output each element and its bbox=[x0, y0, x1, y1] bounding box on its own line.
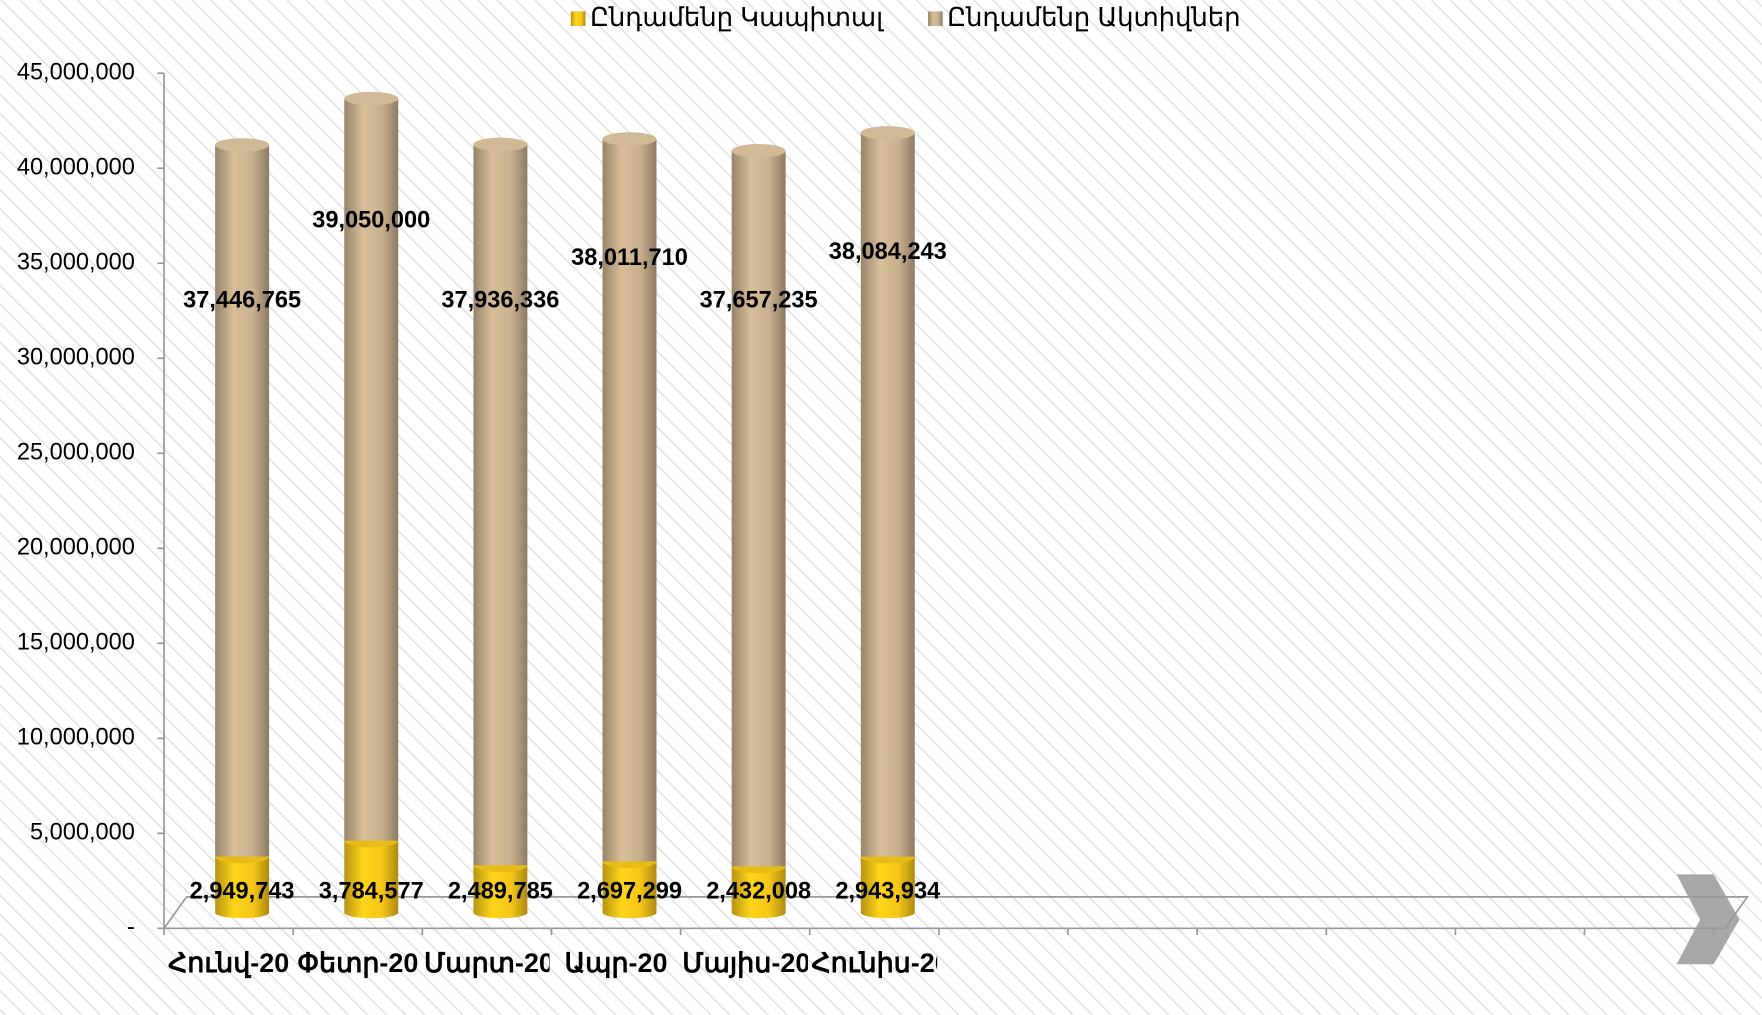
legend-swatch bbox=[928, 11, 943, 26]
bar bbox=[860, 132, 915, 857]
y-tick-label: 10,000,000 bbox=[17, 724, 135, 750]
bar-segment bbox=[215, 849, 270, 919]
y-tick-label: 45,000,000 bbox=[17, 58, 135, 84]
data-label: 2,697,299 bbox=[577, 878, 682, 904]
bar-segment bbox=[344, 833, 399, 919]
y-tick-label: 35,000,000 bbox=[17, 248, 135, 274]
bar bbox=[473, 865, 528, 913]
bar bbox=[731, 866, 786, 913]
bar-cap bbox=[860, 126, 915, 140]
bar-segment bbox=[860, 126, 915, 857]
bar bbox=[344, 840, 399, 913]
bar-cap bbox=[731, 144, 786, 158]
bar-bottom bbox=[860, 906, 915, 919]
x-tick-label: Փետր-20 bbox=[297, 948, 419, 979]
bar bbox=[602, 138, 657, 862]
bar bbox=[860, 856, 915, 913]
bar-cap bbox=[344, 91, 399, 106]
legend: Ընդամենը Կապիտալ Ընդամենը Ակտիվներ bbox=[570, 4, 1241, 32]
bar-segment bbox=[602, 132, 657, 862]
data-label: 2,489,785 bbox=[448, 878, 553, 904]
x-tick-label: Հունիս-20 bbox=[811, 948, 938, 979]
x-tick-label-box: Մարտ-20 bbox=[423, 948, 550, 979]
data-label: 37,936,336 bbox=[441, 287, 559, 313]
data-label: 2,432,008 bbox=[706, 878, 811, 904]
bar bbox=[215, 144, 270, 857]
x-tick-label-box: Փետր-20 bbox=[297, 948, 419, 979]
y-tick-label: 25,000,000 bbox=[17, 438, 135, 464]
y-tick-label: 40,000,000 bbox=[17, 153, 135, 179]
y-tick-label: 5,000,000 bbox=[30, 819, 135, 845]
bar-bottom bbox=[473, 906, 528, 919]
x-tick-label-box: Մայիս-20 bbox=[682, 948, 809, 979]
bar-cap bbox=[602, 132, 657, 146]
bar-segment bbox=[731, 144, 786, 867]
bar bbox=[215, 856, 270, 913]
bar-cap bbox=[215, 138, 270, 152]
x-axis-floor bbox=[162, 896, 1750, 930]
bar-segment bbox=[473, 137, 528, 866]
data-label: 37,657,235 bbox=[700, 287, 818, 313]
data-label: 38,011,710 bbox=[571, 244, 688, 270]
bar-bottom bbox=[602, 906, 657, 919]
y-tick-label: 15,000,000 bbox=[17, 629, 135, 655]
data-label: 2,949,743 bbox=[190, 878, 295, 904]
data-label: 2,943,934 bbox=[835, 878, 940, 904]
y-tick-label: 20,000,000 bbox=[17, 534, 135, 560]
bar-bottom bbox=[344, 906, 399, 919]
data-label: 37,446,765 bbox=[183, 287, 301, 313]
x-tick-label-box: Հունիս-20 bbox=[811, 948, 938, 979]
data-label: 39,050,000 bbox=[312, 206, 430, 232]
data-label: 3,784,577 bbox=[319, 878, 424, 904]
x-tick-label: Մարտ-20 bbox=[423, 948, 550, 979]
bar bbox=[602, 861, 657, 913]
x-tick-label-box: Հունվ-20 bbox=[167, 948, 290, 979]
bar-segment bbox=[344, 91, 399, 841]
data-label: 38,084,243 bbox=[829, 238, 947, 264]
y-tick-label: - bbox=[127, 914, 135, 940]
bar-bottom bbox=[215, 906, 270, 919]
x-tick-label: Ապր-20 bbox=[564, 948, 668, 979]
bar-segment bbox=[215, 138, 270, 857]
bar-cap bbox=[473, 137, 528, 152]
bar bbox=[731, 150, 786, 867]
x-tick-label-box: Ապր-20 bbox=[564, 948, 668, 979]
bar-bottom bbox=[731, 906, 786, 919]
x-tick-label: Մայիս-20 bbox=[682, 948, 809, 979]
legend-swatch bbox=[570, 11, 586, 26]
bar bbox=[473, 144, 528, 866]
x-tick-label: Հունվ-20 bbox=[167, 948, 290, 979]
bar bbox=[344, 98, 399, 841]
legend-label: Ընդամենը Կապիտալ bbox=[590, 4, 884, 32]
legend-label: Ընդամենը Ակտիվներ bbox=[947, 4, 1240, 32]
y-tick-label: 30,000,000 bbox=[17, 343, 135, 369]
